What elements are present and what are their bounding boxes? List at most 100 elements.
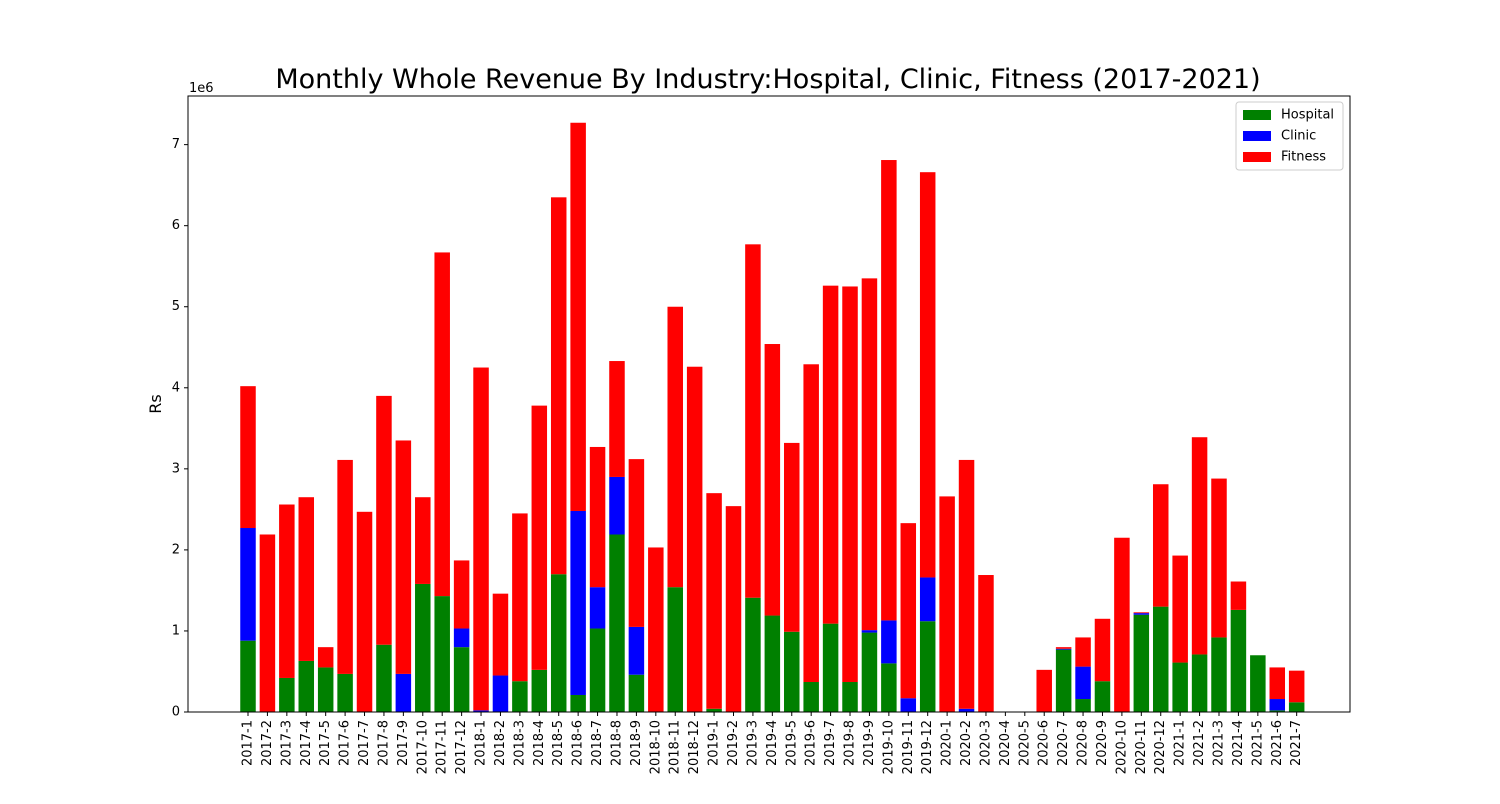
bar-hospital-2021-4	[1230, 609, 1247, 712]
bar-fitness-2017-5	[317, 647, 334, 668]
x-tick-label: 2019-6	[804, 720, 819, 766]
bar-fitness-2018-3	[512, 513, 528, 682]
x-tick-label: 2020-12	[1153, 720, 1168, 774]
bar-hospital-2018-7	[589, 628, 606, 712]
bar-fitness-2021-7	[1288, 670, 1305, 703]
bar-hospital-2018-4	[531, 669, 548, 712]
x-tick-label: 2019-11	[901, 720, 916, 774]
bar-hospital-2018-3	[512, 681, 528, 712]
x-tick-label: 2020-10	[1114, 720, 1129, 774]
x-tick-label: 2017-7	[357, 720, 372, 766]
bar-fitness-2019-11	[900, 523, 917, 699]
x-tick-label: 2017-9	[396, 720, 411, 766]
legend: Hospital Clinic Fitness	[1235, 101, 1344, 171]
y-tick-label: 2	[172, 542, 180, 557]
y-ticks-group: 0 1 2 3 4 5 6 7	[172, 137, 188, 720]
x-tick-label: 2018-12	[687, 720, 702, 774]
y-tick-label: 4	[172, 380, 180, 395]
bar-clinic-2017-9	[395, 673, 412, 712]
bar-fitness-2019-9	[861, 278, 878, 631]
bar-fitness-2020-12	[1152, 484, 1169, 607]
bar-clinic-2020-11	[1133, 613, 1150, 615]
bar-clinic-2019-11	[900, 698, 917, 712]
legend-swatch-clinic	[1243, 131, 1271, 141]
bar-fitness-2019-6	[803, 364, 819, 683]
bar-clinic-2018-9	[628, 626, 645, 675]
x-tick-label: 2020-2	[959, 720, 974, 766]
y-tick-label: 7	[172, 137, 180, 152]
x-tick-label: 2017-3	[279, 720, 294, 766]
y-axis-offset-label: 1e6	[189, 81, 214, 96]
bar-hospital-2018-9	[628, 674, 645, 712]
x-tick-label: 2020-11	[1134, 720, 1149, 774]
bar-fitness-2019-1	[706, 493, 722, 709]
bar-fitness-2017-1	[240, 386, 256, 529]
y-tick-label: 0	[172, 705, 180, 720]
bar-fitness-2017-8	[376, 395, 392, 645]
bar-clinic-2018-7	[589, 587, 606, 629]
bar-clinic-2017-12	[453, 628, 470, 648]
x-tick-label: 2018-2	[493, 720, 508, 766]
x-tick-label: 2017-1	[241, 720, 256, 766]
x-tick-label: 2019-1	[707, 720, 722, 766]
bar-fitness-2021-2	[1191, 437, 1208, 655]
x-tick-label: 2018-1	[474, 720, 489, 766]
legend-label-fitness: Fitness	[1281, 150, 1326, 165]
bar-hospital-2019-12	[919, 621, 936, 712]
bar-fitness-2018-5	[550, 197, 567, 575]
bar-fitness-2020-7	[1055, 647, 1072, 649]
bar-fitness-2017-2	[259, 534, 276, 712]
bar-clinic-2020-8	[1075, 666, 1091, 700]
bar-clinic-2019-12	[919, 577, 936, 622]
x-tick-label: 2020-8	[1076, 720, 1091, 766]
bar-fitness-2020-8	[1075, 637, 1091, 667]
x-tick-label: 2020-5	[1017, 720, 1032, 766]
bar-clinic-2020-7	[1055, 648, 1072, 650]
bar-fitness-2017-11	[434, 252, 450, 597]
bar-hospital-2019-7	[822, 623, 839, 712]
x-tick-label: 2020-9	[1095, 720, 1110, 766]
bar-hospital-2021-2	[1191, 654, 1208, 712]
bar-hospital-2020-11	[1133, 614, 1150, 712]
bar-hospital-2017-3	[279, 677, 295, 712]
x-tick-label: 2021-2	[1192, 720, 1207, 766]
x-tick-label: 2018-5	[551, 720, 566, 766]
bar-hospital-2019-10	[881, 663, 897, 712]
x-tick-label: 2018-6	[571, 720, 586, 766]
bar-fitness-2021-3	[1211, 478, 1227, 638]
bar-fitness-2018-4	[531, 405, 548, 670]
bar-hospital-2019-9	[861, 632, 878, 712]
x-tick-label: 2017-12	[454, 720, 469, 774]
y-tick-label: 5	[172, 299, 180, 314]
bar-fitness-2021-4	[1230, 581, 1247, 610]
bar-fitness-2020-3	[978, 575, 994, 712]
x-tick-label: 2021-7	[1289, 720, 1304, 766]
bar-hospital-2018-11	[667, 587, 683, 712]
bar-fitness-2018-1	[473, 367, 489, 711]
bar-fitness-2019-5	[784, 442, 800, 632]
legend-swatch-fitness	[1243, 152, 1271, 162]
x-tick-label: 2017-10	[415, 720, 430, 774]
x-tick-label: 2018-11	[668, 720, 683, 774]
bar-clinic-2018-8	[609, 476, 625, 535]
x-tick-label: 2019-5	[784, 720, 799, 766]
x-tick-label: 2021-4	[1231, 720, 1246, 766]
bar-hospital-2017-4	[298, 660, 315, 712]
bar-fitness-2019-4	[764, 344, 781, 616]
bar-fitness-2018-2	[492, 593, 509, 676]
legend-swatch-hospital	[1243, 110, 1271, 120]
x-tick-label: 2019-8	[843, 720, 858, 766]
bar-fitness-2018-8	[609, 361, 625, 477]
x-tick-label: 2019-3	[745, 720, 760, 766]
bar-clinic-2019-9	[861, 630, 878, 633]
bar-clinic-2017-1	[240, 528, 256, 641]
bar-clinic-2021-6	[1269, 699, 1286, 711]
bar-hospital-2020-8	[1075, 699, 1091, 712]
bar-hospital-2020-7	[1055, 649, 1072, 712]
bar-fitness-2020-11	[1133, 612, 1150, 614]
x-tick-label: 2019-12	[920, 720, 935, 774]
bar-fitness-2020-9	[1094, 618, 1111, 682]
y-tick-label: 1	[172, 623, 180, 638]
